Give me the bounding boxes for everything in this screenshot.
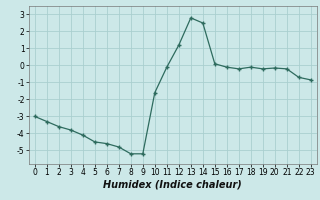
X-axis label: Humidex (Indice chaleur): Humidex (Indice chaleur) [103,180,242,190]
